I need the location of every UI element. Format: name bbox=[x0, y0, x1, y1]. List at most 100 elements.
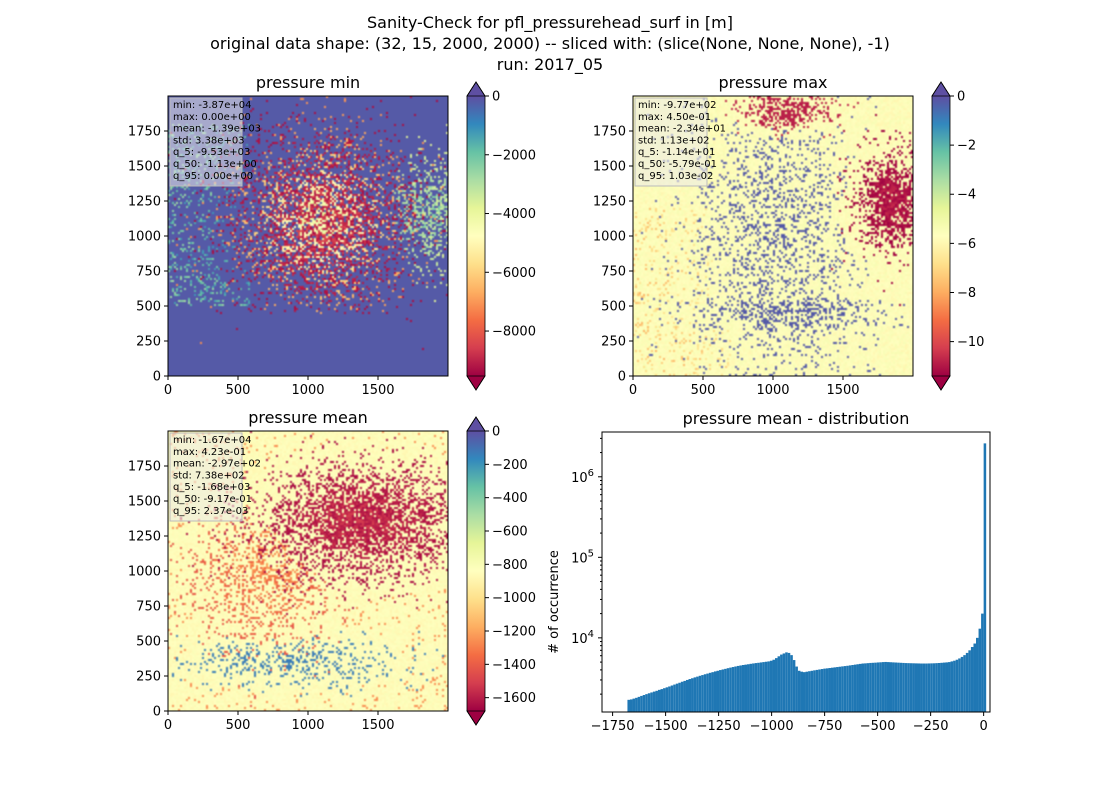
y-tick-label: 1750 bbox=[128, 125, 161, 140]
histogram-bar bbox=[703, 674, 707, 712]
x-tick-label: 1000 bbox=[756, 383, 789, 398]
colorbar-tick-label: −8 bbox=[957, 286, 976, 301]
histogram-bar bbox=[963, 655, 966, 712]
stats-line: min: -1.67e+04 bbox=[173, 435, 252, 446]
y-tick-base: 10 bbox=[571, 632, 588, 647]
stats-background bbox=[169, 97, 243, 187]
histogram-bar bbox=[902, 662, 905, 712]
histogram-bar bbox=[828, 668, 831, 712]
histogram-bar bbox=[948, 662, 951, 712]
histogram-bar bbox=[719, 670, 722, 712]
y-tick-base: 10 bbox=[571, 471, 588, 486]
histogram-bar bbox=[897, 662, 900, 712]
histogram-bar bbox=[795, 666, 798, 712]
stats-line: q_50: -1.13e+00 bbox=[173, 159, 257, 170]
stats-line: q_5: -1.68e+03 bbox=[173, 482, 250, 493]
histogram-bar bbox=[696, 676, 699, 712]
y-tick-label: 0 bbox=[153, 370, 161, 385]
histogram-bar bbox=[856, 664, 859, 712]
histogram-bar bbox=[792, 660, 796, 712]
y-tick-label: 250 bbox=[601, 335, 626, 350]
stats-line: q_5: -1.14e+01 bbox=[638, 147, 715, 158]
histogram-bar bbox=[825, 668, 829, 712]
histogram-bar bbox=[787, 652, 791, 712]
y-axis-label: # of occurrence bbox=[547, 550, 562, 654]
histogram-bar bbox=[642, 695, 646, 712]
stats-line: std: 1.13e+02 bbox=[638, 135, 710, 146]
histogram-bar bbox=[683, 680, 686, 712]
histogram-bar bbox=[675, 683, 679, 712]
histogram-bar bbox=[693, 677, 697, 712]
histogram-bar bbox=[818, 669, 821, 712]
histogram-bar bbox=[914, 663, 918, 712]
y-tick-label: 1750 bbox=[128, 460, 161, 475]
stats-line: q_50: -9.17e-01 bbox=[173, 494, 252, 505]
histogram-bar bbox=[889, 662, 893, 712]
histogram-bar bbox=[660, 689, 664, 712]
histogram-bar bbox=[736, 665, 740, 712]
colorbar-extend-top bbox=[931, 81, 951, 97]
y-tick-label: 1000 bbox=[593, 230, 626, 245]
stats-line: mean: -1.39e+03 bbox=[173, 124, 261, 135]
histogram-bar bbox=[976, 637, 979, 712]
y-tick-label: 1000 bbox=[128, 230, 161, 245]
colorbar-extend-top bbox=[466, 416, 486, 432]
histogram-bar bbox=[907, 663, 910, 712]
histogram-bar bbox=[978, 628, 982, 712]
panel-title: pressure mean - distribution bbox=[683, 409, 910, 428]
histogram-bar bbox=[884, 661, 887, 712]
colorbar-extend-top bbox=[466, 81, 486, 97]
stats-line: q_95: 1.03e-02 bbox=[638, 171, 713, 182]
histogram-bar bbox=[871, 662, 875, 712]
histogram-bar bbox=[853, 664, 857, 712]
y-tick-label: 500 bbox=[136, 635, 161, 650]
colorbar-tick-label: −10 bbox=[957, 335, 984, 350]
histogram-bar bbox=[874, 662, 877, 712]
histogram-bar bbox=[843, 666, 847, 712]
x-tick-label: −1500 bbox=[644, 719, 688, 734]
histogram-bar bbox=[955, 659, 959, 712]
histogram-bar bbox=[861, 663, 865, 712]
colorbar bbox=[467, 431, 485, 711]
histogram-bar bbox=[823, 668, 826, 712]
y-tick-label: 1500 bbox=[128, 495, 161, 510]
histogram-bar bbox=[953, 660, 956, 712]
histogram-bar bbox=[925, 663, 928, 712]
histogram-bar bbox=[726, 668, 730, 712]
histogram-bar bbox=[678, 682, 681, 712]
histogram-bar bbox=[640, 695, 643, 712]
y-tick-label: 1500 bbox=[593, 160, 626, 175]
histogram-bar bbox=[785, 652, 788, 712]
histogram-bar bbox=[652, 691, 656, 712]
histogram-bar bbox=[668, 686, 671, 712]
y-tick-label: 750 bbox=[136, 600, 161, 615]
x-tick-label: 500 bbox=[226, 718, 251, 733]
histogram-bar bbox=[650, 692, 653, 712]
colorbar-tick-label: −6000 bbox=[492, 266, 536, 281]
histogram-bar bbox=[741, 665, 745, 712]
colorbar-tick-label: −1400 bbox=[492, 658, 536, 673]
x-tick-label: 1500 bbox=[361, 383, 394, 398]
y-tick-base: 10 bbox=[571, 551, 588, 566]
x-tick-label: 0 bbox=[164, 383, 172, 398]
x-tick-label: −1250 bbox=[697, 719, 741, 734]
x-tick-label: 1000 bbox=[291, 383, 324, 398]
histogram-bar bbox=[744, 664, 748, 712]
histogram-bar bbox=[777, 656, 781, 712]
histogram-bar bbox=[637, 696, 641, 712]
colorbar-tick-label: −600 bbox=[492, 525, 528, 540]
histogram-bar bbox=[647, 693, 651, 712]
histogram-bar bbox=[657, 689, 661, 712]
histogram-bar bbox=[688, 679, 692, 712]
histogram-bar bbox=[747, 664, 750, 712]
y-tick-label: 250 bbox=[136, 670, 161, 685]
histogram-bar bbox=[927, 663, 931, 712]
panel-title: pressure max bbox=[718, 73, 827, 92]
histogram-bar bbox=[894, 662, 898, 712]
x-tick-label: 500 bbox=[691, 383, 716, 398]
y-tick-label: 750 bbox=[601, 265, 626, 280]
colorbar-tick-label: −2 bbox=[957, 139, 976, 154]
histogram-bar bbox=[665, 687, 669, 712]
